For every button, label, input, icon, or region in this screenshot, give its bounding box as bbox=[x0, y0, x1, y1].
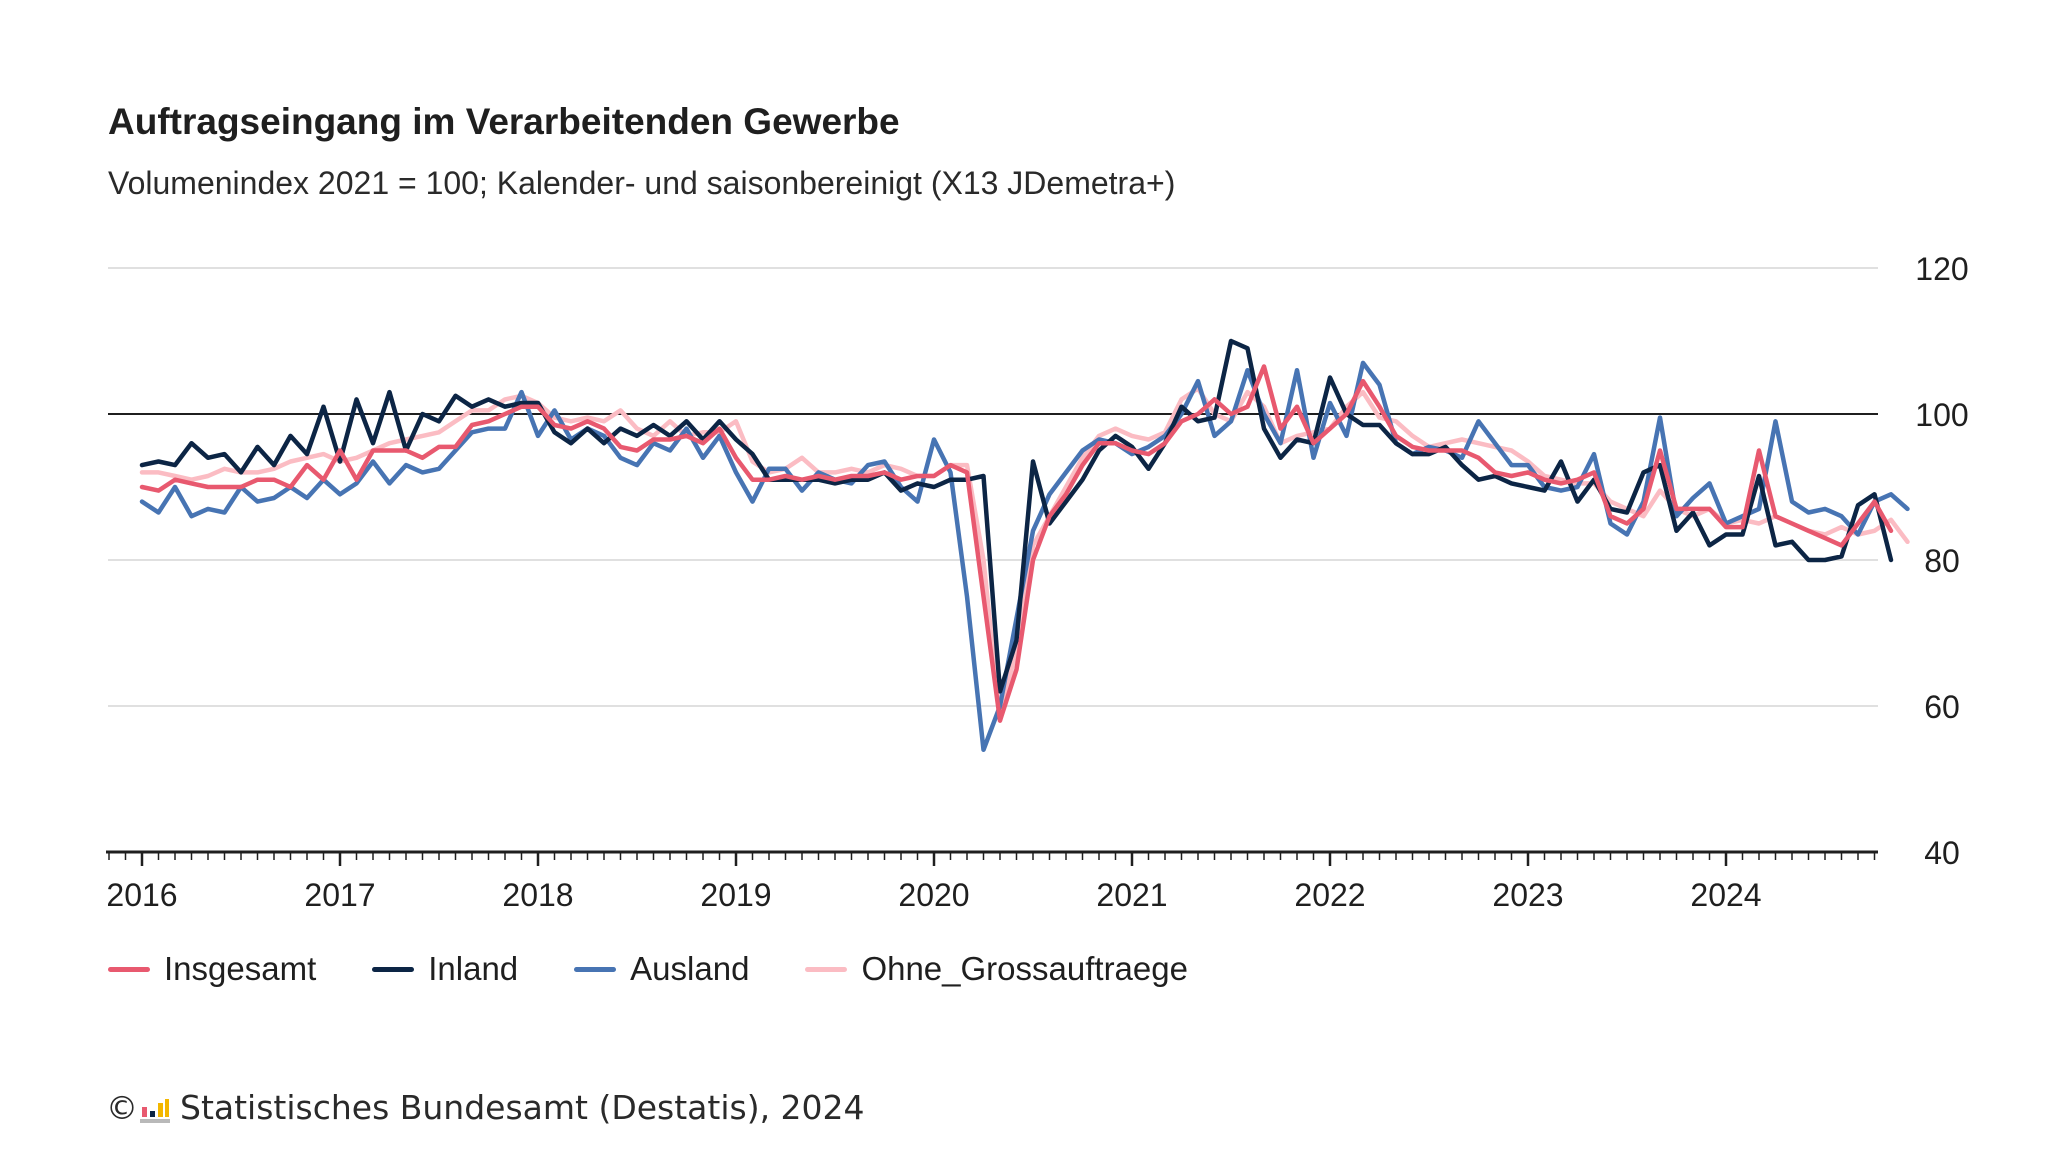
series-line-ohne_grossauftraege bbox=[139, 386, 1910, 723]
legend-swatch bbox=[805, 966, 848, 972]
y-tick-label: 60 bbox=[1924, 689, 1960, 725]
x-tick-label: 2023 bbox=[1492, 877, 1563, 913]
y-tick-label: 120 bbox=[1915, 251, 1968, 287]
destatis-logo-icon bbox=[140, 1098, 170, 1123]
legend-swatch bbox=[108, 966, 150, 972]
x-tick-label: 2024 bbox=[1690, 877, 1761, 913]
legend-item-inland: Inland bbox=[372, 950, 518, 988]
chart-title: Auftragseingang im Verarbeitenden Gewerb… bbox=[108, 101, 900, 142]
x-tick-label: 2021 bbox=[1096, 877, 1167, 913]
x-tick-label: 2016 bbox=[106, 877, 177, 913]
legend-label: Ohne_Grossauftraege bbox=[861, 950, 1188, 987]
chart-subtitle: Volumenindex 2021 = 100; Kalender- und s… bbox=[108, 165, 1176, 201]
legend-item-insgesamt: Insgesamt bbox=[108, 950, 316, 988]
source-footer: © Statistisches Bundesamt (Destatis), 20… bbox=[106, 1088, 865, 1127]
x-tick-label: 2022 bbox=[1294, 877, 1365, 913]
series-line-insgesamt bbox=[139, 364, 1894, 723]
series-line-inland bbox=[139, 338, 1894, 694]
x-tick-label: 2019 bbox=[700, 877, 771, 913]
y-tick-label: 80 bbox=[1924, 543, 1960, 579]
legend-label: Ausland bbox=[630, 950, 750, 987]
x-tick-label: 2017 bbox=[304, 877, 375, 913]
legend-label: Inland bbox=[428, 950, 519, 987]
chart-legend: Insgesamt Inland Ausland Ohne_Grossauftraeg… bbox=[108, 950, 1244, 988]
copyright-symbol: © bbox=[106, 1088, 138, 1127]
y-tick-label: 100 bbox=[1915, 397, 1968, 433]
x-tick-label: 2018 bbox=[502, 877, 573, 913]
x-tick-label: 2020 bbox=[898, 877, 969, 913]
source-text: Statistisches Bundesamt (Destatis), 2024 bbox=[180, 1088, 865, 1127]
y-tick-label: 40 bbox=[1924, 835, 1960, 871]
legend-swatch bbox=[574, 966, 617, 972]
legend-item-ohne_grossauftraege: Ohne_Grossauftraege bbox=[805, 950, 1188, 988]
legend-label: Insgesamt bbox=[164, 950, 317, 987]
legend-item-ausland: Ausland bbox=[574, 950, 749, 988]
legend-swatch bbox=[372, 966, 415, 972]
